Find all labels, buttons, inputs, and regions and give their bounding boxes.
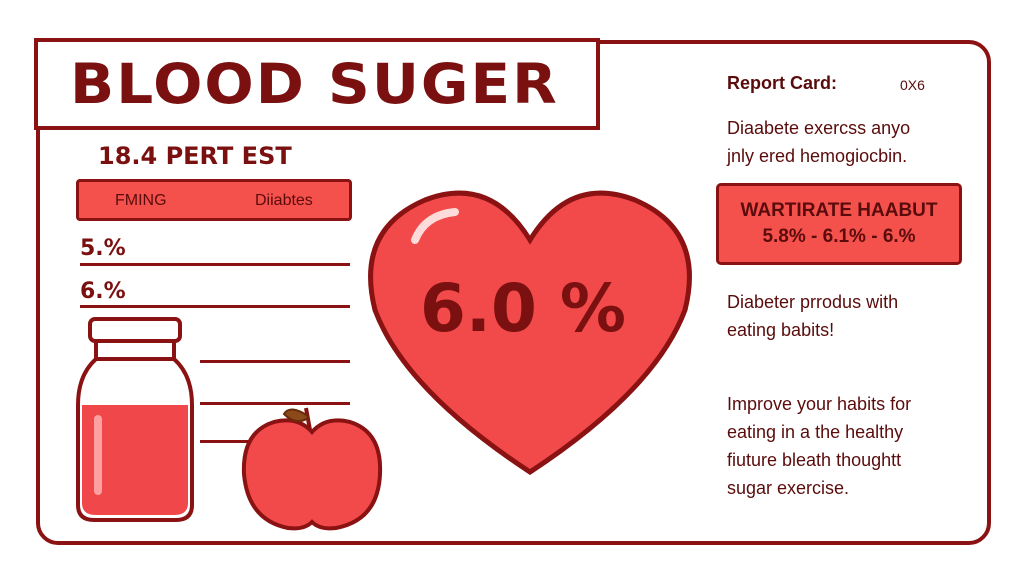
subtitle: 18.4 PERT EST (98, 142, 292, 170)
note-2: Improve your habits for eating in a the … (727, 394, 912, 498)
heart-value: 6.0 % (420, 270, 627, 347)
warning-title: WARTIRATE HAABUT (740, 200, 938, 221)
legend-left: FMING (115, 192, 167, 209)
apple-icon (241, 407, 383, 531)
divider (80, 263, 350, 266)
jar-icon (76, 317, 194, 522)
heart-icon (368, 190, 692, 475)
title-box (34, 38, 600, 130)
legend-bar: FMING Diiabtes (76, 179, 352, 221)
page-title: BLOOD SUGER (70, 51, 559, 117)
report-desc: Diaabete exercss anyo jnlу ered hemogioc… (727, 118, 911, 166)
warning-box: WARTIRATE HAABUT 5.8% - 6.1% - 6.% (716, 183, 962, 265)
row-label: 6.% (80, 279, 126, 304)
report-code: 0X6 (900, 77, 925, 93)
divider (200, 360, 350, 363)
warning-values: 5.8% - 6.1% - 6.% (762, 226, 916, 247)
note-1: Diabeter prrodus with eating babits! (727, 292, 899, 340)
row-label: 5.% (80, 236, 126, 261)
report-label: Report Card: (727, 73, 838, 93)
divider (80, 305, 350, 308)
legend-right: Diiabtes (255, 192, 313, 209)
divider (200, 402, 350, 405)
